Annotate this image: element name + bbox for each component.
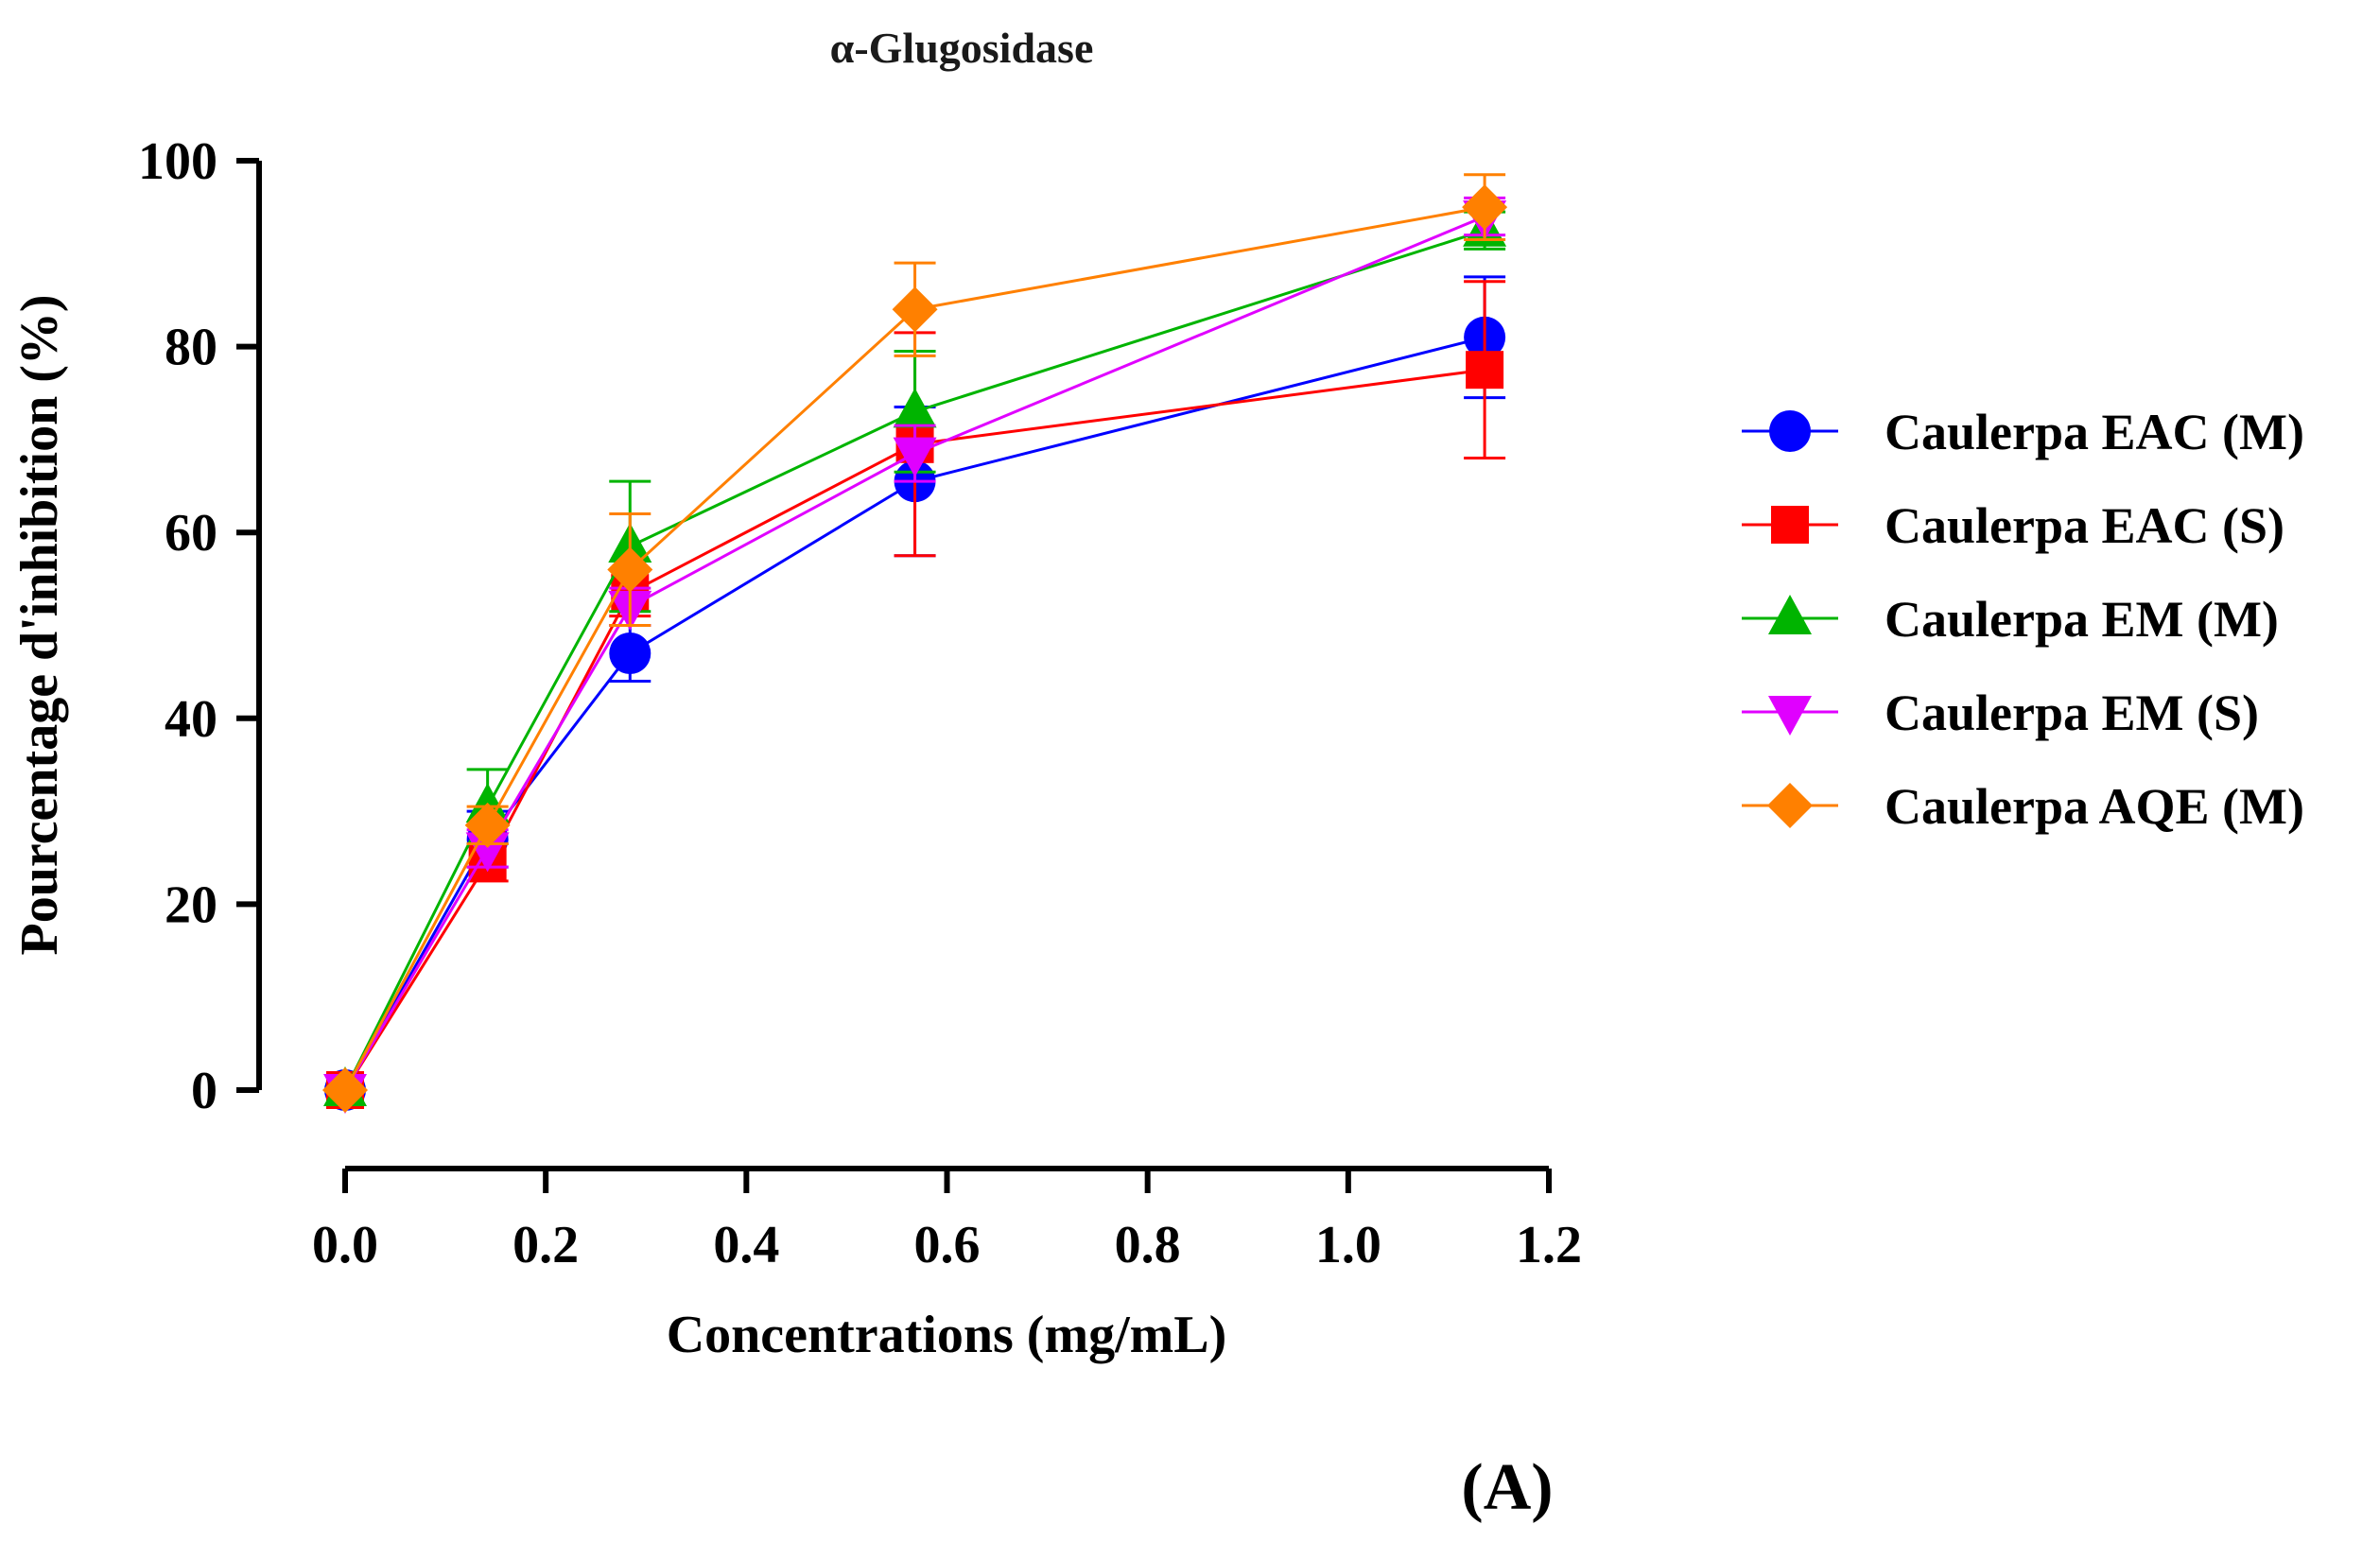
x-ticks: 0.0 0.2 0.4 0.6 0.8 1.0 1.2 (312, 1169, 1582, 1274)
data-point (1466, 351, 1504, 390)
data-point (1462, 184, 1508, 231)
chart-title: α-Glugosidase (830, 24, 1094, 72)
series-caulerpa-aqe-m (322, 173, 1508, 1113)
x-tick-label: 1.2 (1516, 1216, 1582, 1274)
data-point (609, 632, 651, 674)
legend: Caulerpa EAC (M) Caulerpa EAC (S) Caulerpa… (1742, 404, 2304, 835)
data-point (464, 802, 511, 848)
x-tick-label: 0.0 (312, 1216, 378, 1274)
legend-label: Caulerpa EM (S) (1885, 684, 2259, 741)
y-tick-label: 0 (191, 1062, 217, 1120)
y-tick-label: 100 (138, 132, 217, 191)
x-tick-label: 0.4 (713, 1216, 779, 1274)
x-tick-label: 0.8 (1115, 1216, 1181, 1274)
legend-label: Caulerpa AQE (M) (1885, 778, 2304, 835)
y-tick-label: 80 (165, 319, 217, 377)
legend-marker (1771, 506, 1809, 544)
legend-item: Caulerpa EAC (M) (1742, 404, 2304, 460)
y-tick-label: 60 (165, 504, 217, 563)
legend-marker (1767, 783, 1813, 828)
data-point (893, 437, 937, 477)
legend-label: Caulerpa EAC (S) (1885, 497, 2284, 554)
y-tick-label: 20 (165, 875, 217, 934)
y-ticks: 0 20 40 60 80 100 (138, 132, 259, 1120)
legend-item: Caulerpa EAC (S) (1742, 497, 2284, 554)
x-axis-label: Concentrations (mg/mL) (667, 1306, 1227, 1364)
data-point (607, 546, 653, 593)
data-point (893, 388, 937, 428)
x-tick-label: 0.6 (914, 1216, 981, 1274)
data-point (322, 1067, 368, 1113)
legend-label: Caulerpa EAC (M) (1885, 404, 2304, 460)
legend-item: Caulerpa EM (M) (1742, 591, 2279, 648)
series-layer (322, 173, 1508, 1114)
legend-marker (1769, 410, 1811, 452)
x-tick-label: 1.0 (1315, 1216, 1381, 1274)
panel-label: (A) (1461, 1451, 1553, 1524)
legend-item: Caulerpa AQE (M) (1742, 778, 2304, 835)
legend-label: Caulerpa EM (M) (1885, 591, 2279, 648)
y-axis-label: Pourcentage d'inhibition (%) (10, 294, 69, 955)
x-tick-label: 0.2 (512, 1216, 579, 1274)
legend-item: Caulerpa EM (S) (1742, 684, 2259, 741)
y-tick-label: 40 (165, 690, 217, 749)
data-point (465, 832, 510, 873)
legend-marker (1768, 696, 1812, 736)
legend-marker (1768, 595, 1812, 634)
data-point (892, 286, 938, 333)
